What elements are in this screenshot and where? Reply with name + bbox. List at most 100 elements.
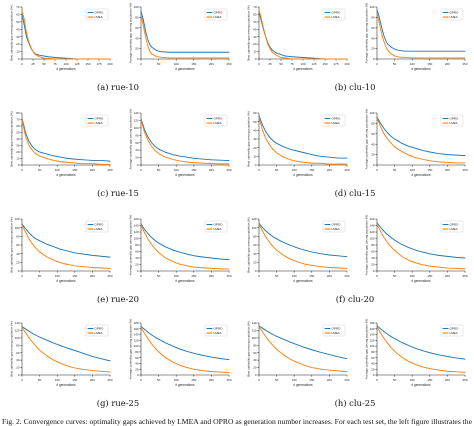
y-axis-label: Best optimality gap among population (%) bbox=[247, 5, 251, 61]
legend-label-opro: OPRO bbox=[450, 11, 460, 15]
legend-label-lmea: LMEA bbox=[332, 227, 340, 231]
legend-label-lmea: LMEA bbox=[214, 15, 222, 19]
y-tick-label: 60 bbox=[371, 132, 375, 136]
series-line-opro bbox=[376, 325, 466, 360]
legend-label-lmea: LMEA bbox=[450, 331, 458, 335]
legend-label-lmea: LMEA bbox=[450, 227, 458, 231]
series-line-opro bbox=[140, 325, 230, 361]
caption-clu-20: (f) clu-20 bbox=[336, 294, 375, 304]
x-tick-label: 25 bbox=[268, 62, 272, 66]
y-tick-label: 10 bbox=[16, 157, 20, 161]
y-tick-label: 40 bbox=[371, 142, 375, 146]
y-tick-label: 160 bbox=[134, 217, 139, 221]
y-tick-label: 60 bbox=[371, 26, 375, 30]
legend-label-opro: OPRO bbox=[95, 117, 105, 121]
y-tick-label: 160 bbox=[134, 327, 139, 331]
x-tick-label: 125 bbox=[74, 62, 79, 66]
y-tick-label: 60 bbox=[253, 111, 257, 115]
x-tick-label: 250 bbox=[226, 168, 231, 172]
y-tick-label: 120 bbox=[134, 338, 139, 342]
x-axis-label: # generations bbox=[411, 67, 431, 71]
y-tick-label: 40 bbox=[135, 148, 139, 152]
x-tick-label: 200 bbox=[209, 378, 214, 382]
series-line-lmea bbox=[258, 9, 348, 60]
x-tick-label: 50 bbox=[157, 378, 161, 382]
x-tick-label: 50 bbox=[393, 378, 397, 382]
y-tick-label: 80 bbox=[253, 343, 257, 347]
x-tick-label: 250 bbox=[462, 274, 467, 278]
y-tick-label: 140 bbox=[134, 111, 139, 115]
series-line-opro bbox=[21, 117, 111, 162]
y-tick-label: 60 bbox=[135, 356, 139, 360]
caption-rue-10: (a) rue-10 bbox=[97, 82, 139, 92]
legend-label-opro: OPRO bbox=[332, 223, 342, 227]
y-tick-label: 30 bbox=[16, 35, 20, 39]
series-line-opro bbox=[376, 9, 466, 52]
caption-clu-15: (d) clu-15 bbox=[335, 188, 376, 198]
y-tick-label: 50 bbox=[16, 131, 20, 135]
y-tick-label: 40 bbox=[16, 252, 20, 256]
y-tick-label: 100 bbox=[134, 344, 139, 348]
y-tick-label: 60 bbox=[253, 243, 257, 247]
y-tick-label: 60 bbox=[135, 26, 139, 30]
series-line-lmea bbox=[258, 223, 348, 269]
legend-label-opro: OPRO bbox=[214, 223, 224, 227]
chart-panel-5: 0 50 100 150 200 250 0 10 20 30 40 50 60 70 80 # genera… bbox=[10, 111, 113, 177]
x-tick-label: 250 bbox=[344, 168, 349, 172]
y-tick-label: 100 bbox=[15, 336, 20, 340]
series-line-lmea bbox=[376, 223, 466, 270]
x-tick-label: 25 bbox=[31, 62, 35, 66]
legend-label-lmea: LMEA bbox=[214, 227, 222, 231]
legend-label-opro: OPRO bbox=[450, 117, 460, 121]
y-tick-label: 40 bbox=[135, 362, 139, 366]
legend-label-opro: OPRO bbox=[332, 327, 342, 331]
legend-label-lmea: LMEA bbox=[332, 121, 340, 125]
y-tick-label: 20 bbox=[16, 42, 20, 46]
x-tick-label: 200 bbox=[90, 378, 95, 382]
x-tick-label: 250 bbox=[107, 274, 112, 278]
x-tick-label: 150 bbox=[427, 274, 432, 278]
x-tick-label: 200 bbox=[445, 168, 450, 172]
x-tick-label: 150 bbox=[322, 62, 327, 66]
y-tick-label: 40 bbox=[253, 358, 257, 362]
x-tick-label: 0 bbox=[140, 62, 142, 66]
x-tick-label: 0 bbox=[140, 168, 142, 172]
figure-footer-text: Fig. 2. Convergence curves: optimality g… bbox=[2, 419, 472, 426]
x-tick-label: 200 bbox=[90, 274, 95, 278]
y-tick-label: 0 bbox=[137, 57, 139, 61]
x-tick-label: 150 bbox=[72, 378, 77, 382]
x-tick-label: 175 bbox=[96, 62, 101, 66]
y-tick-label: 0 bbox=[137, 269, 139, 273]
x-tick-label: 250 bbox=[226, 62, 231, 66]
y-tick-label: 140 bbox=[370, 333, 375, 337]
legend-label-opro: OPRO bbox=[450, 327, 460, 331]
y-tick-label: 140 bbox=[15, 321, 20, 325]
y-tick-label: 20 bbox=[135, 47, 139, 51]
x-axis-label: # generations bbox=[175, 279, 195, 283]
y-tick-label: 40 bbox=[253, 27, 257, 31]
y-tick-label: 20 bbox=[135, 263, 139, 267]
y-tick-label: 10 bbox=[16, 50, 20, 54]
x-tick-label: 150 bbox=[85, 62, 90, 66]
x-tick-label: 250 bbox=[462, 62, 467, 66]
y-tick-label: 100 bbox=[370, 237, 375, 241]
x-tick-label: 150 bbox=[72, 168, 77, 172]
x-axis-label: # generations bbox=[56, 173, 76, 177]
y-tick-label: 20 bbox=[16, 366, 20, 370]
y-tick-label: 120 bbox=[15, 329, 20, 333]
y-tick-label: 20 bbox=[253, 366, 257, 370]
y-tick-label: 70 bbox=[16, 5, 20, 9]
y-tick-label: 120 bbox=[370, 338, 375, 342]
y-axis-label: Best optimality gap among population (%) bbox=[10, 321, 14, 377]
y-tick-label: 60 bbox=[16, 351, 20, 355]
x-tick-label: 100 bbox=[300, 62, 305, 66]
y-axis-label: Best optimality gap among population (%) bbox=[10, 111, 14, 167]
y-tick-label: 20 bbox=[371, 153, 375, 157]
legend-label-lmea: LMEA bbox=[95, 227, 103, 231]
y-tick-label: 20 bbox=[16, 150, 20, 154]
y-tick-label: 0 bbox=[373, 269, 375, 273]
legend-label-lmea: LMEA bbox=[95, 15, 103, 19]
y-tick-label: 120 bbox=[15, 217, 20, 221]
